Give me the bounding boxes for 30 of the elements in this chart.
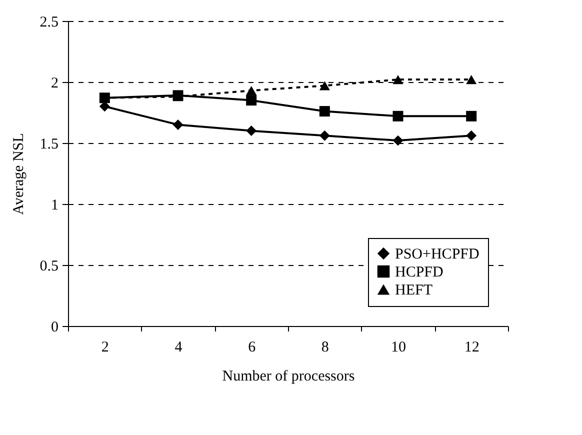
point [246,95,257,106]
point [392,75,404,84]
point [319,130,330,141]
y-tick-label: 1.5 [40,136,58,152]
legend-label: PSO+HCPFD [395,246,480,262]
x-tick-label: 6 [248,340,256,356]
y-tick-label: 0.5 [40,258,58,274]
y-tick-label: 1 [51,198,58,214]
point [319,106,330,117]
point [392,110,404,122]
point [246,86,257,96]
x-tick-label: 2 [101,340,109,356]
y-tick-label: 2.5 [40,14,58,30]
y-tick-label: 0 [51,320,58,336]
point [466,75,477,84]
point [392,135,404,146]
x-axis-title: Number of processors [222,368,355,384]
y-axis-title: Average NSL [10,133,27,215]
x-tick-label: 4 [174,340,183,356]
x-tick-label: 10 [391,340,406,356]
legend-label: HCPFD [395,264,444,280]
x-tick-label: 8 [321,340,329,356]
point [319,81,330,90]
point [246,126,257,136]
point [172,119,184,130]
point [466,130,477,141]
x-tick-label: 12 [464,340,480,356]
y-tick-label: 2 [51,76,58,92]
legend-label: HEFT [395,282,432,298]
point [466,110,477,122]
